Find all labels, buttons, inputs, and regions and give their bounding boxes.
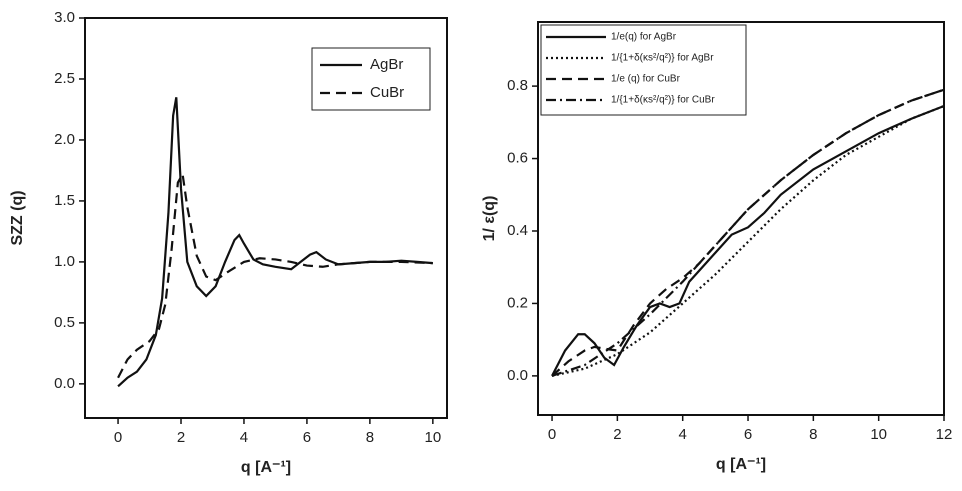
x-tick-label: 4 [240, 429, 248, 446]
data-line [551, 88, 945, 377]
data-line [551, 105, 945, 377]
x-tick-label: 2 [177, 429, 185, 446]
y-axis-label: SZZ (q) [9, 190, 26, 245]
plot-frame [537, 21, 945, 416]
x-tick-label: 2 [613, 426, 621, 443]
y-tick-label: 0.6 [507, 150, 528, 167]
legend-label: 1/{1+δ(κs²/q²)} for AgBr [611, 53, 714, 64]
y-tick-label: 0.0 [507, 367, 528, 384]
y-tick-label: 2.0 [54, 131, 75, 148]
legend-label: 1/{1+δ(κs²/q²)} for CuBr [611, 95, 715, 106]
x-tick-label: 6 [744, 426, 752, 443]
y-tick-label: 0.2 [507, 294, 528, 311]
x-tick-label: 10 [870, 426, 887, 443]
y-tick-label: 2.5 [54, 70, 75, 87]
x-tick-label: 0 [114, 429, 122, 446]
x-tick-label: 8 [809, 426, 817, 443]
y-tick-label: 1.5 [54, 192, 75, 209]
x-tick-label: 0 [548, 426, 556, 443]
y-tick-label: 1.0 [54, 253, 75, 270]
y-tick-label: 0.5 [54, 314, 75, 331]
legend-label: 1/e (q) for CuBr [611, 74, 681, 85]
x-axis-label: q [A⁻¹] [241, 459, 291, 476]
x-axis-label: q [A⁻¹] [716, 456, 766, 473]
x-tick-label: 10 [424, 429, 441, 446]
legend-box [311, 47, 431, 111]
x-tick-label: 12 [936, 426, 953, 443]
x-tick-label: 4 [679, 426, 687, 443]
y-tick-label: 0.8 [507, 77, 528, 94]
y-tick-label: 0.4 [507, 222, 528, 239]
legend-label: CuBr [370, 84, 404, 101]
x-tick-label: 8 [366, 429, 374, 446]
y-tick-label: 0.0 [54, 375, 75, 392]
y-axis-label: 1/ ε(q) [481, 196, 498, 242]
data-line [551, 105, 945, 377]
plot-frame [84, 17, 448, 419]
data-line [117, 170, 433, 379]
legend-label: 1/e(q) for AgBr [611, 32, 677, 43]
data-line [117, 97, 433, 388]
legend-label: AgBr [370, 56, 403, 73]
x-tick-label: 6 [303, 429, 311, 446]
data-line [551, 88, 945, 377]
y-tick-label: 3.0 [54, 9, 75, 26]
